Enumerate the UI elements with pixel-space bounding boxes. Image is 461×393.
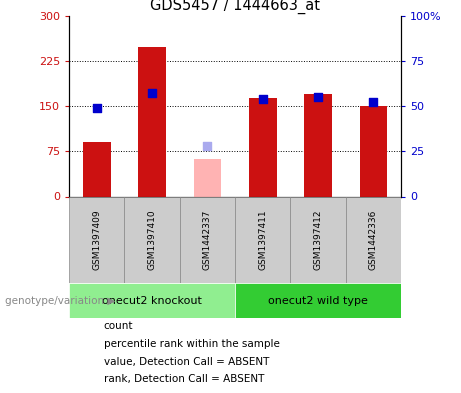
Bar [69, 283, 235, 318]
Bar [360, 106, 387, 196]
Text: percentile rank within the sample: percentile rank within the sample [104, 339, 280, 349]
Point [204, 143, 211, 149]
Text: rank, Detection Call = ABSENT: rank, Detection Call = ABSENT [104, 374, 264, 384]
Bar [83, 142, 111, 196]
Bar [194, 158, 221, 196]
Bar [124, 196, 180, 283]
Bar [180, 196, 235, 283]
Text: count: count [104, 321, 133, 331]
Text: GSM1397410: GSM1397410 [148, 209, 157, 270]
Text: onecut2 wild type: onecut2 wild type [268, 296, 368, 306]
Bar [346, 196, 401, 283]
Bar [69, 196, 124, 283]
Text: GSM1397411: GSM1397411 [258, 209, 267, 270]
Point [148, 90, 156, 97]
Text: value, Detection Call = ABSENT: value, Detection Call = ABSENT [104, 356, 269, 367]
Point [259, 96, 266, 102]
Bar [235, 196, 290, 283]
Bar [290, 196, 346, 283]
Point [93, 105, 100, 111]
Text: onecut2 knockout: onecut2 knockout [102, 296, 202, 306]
Text: GSM1397412: GSM1397412 [313, 209, 323, 270]
Bar [138, 47, 166, 196]
Text: genotype/variation ▶: genotype/variation ▶ [5, 296, 115, 306]
Bar [249, 98, 277, 196]
Title: GDS5457 / 1444663_at: GDS5457 / 1444663_at [150, 0, 320, 15]
Text: GSM1397409: GSM1397409 [92, 209, 101, 270]
Bar [235, 283, 401, 318]
Text: GSM1442336: GSM1442336 [369, 209, 378, 270]
Point [314, 94, 322, 100]
Point [370, 99, 377, 106]
Bar [304, 94, 332, 196]
Text: GSM1442337: GSM1442337 [203, 209, 212, 270]
